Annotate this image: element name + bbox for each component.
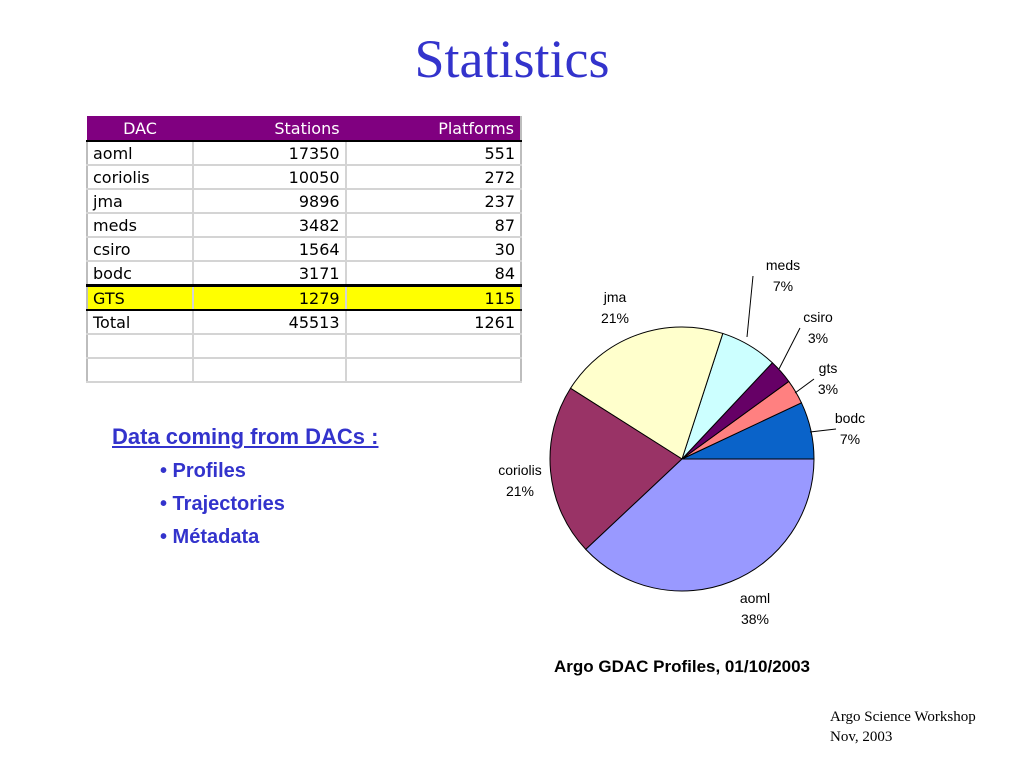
column-header-platforms: Platforms (345, 116, 521, 142)
cell-dac: aoml (86, 141, 193, 166)
slice-value-meds: 7% (773, 278, 793, 294)
list-item: • Profiles (160, 460, 246, 482)
cell-stations: 1564 (192, 237, 346, 262)
table-row-empty (86, 334, 521, 359)
table-row-highlighted: GTS 1279 115 (86, 284, 521, 311)
cell-platforms: 237 (344, 189, 521, 214)
slice-label-meds: meds (766, 257, 800, 273)
slice-value-coriolis: 21% (506, 483, 534, 499)
footer-date: Nov, 2003 (830, 729, 893, 745)
column-header-stations: Stations (193, 116, 346, 142)
cell-dac: bodc (86, 261, 193, 287)
table-row: jma 9896 237 (86, 189, 521, 214)
list-item: • Métadata (160, 526, 260, 548)
slice-value-gts: 3% (818, 381, 838, 397)
table-row: csiro 1564 30 (86, 237, 521, 262)
pie-slice-aoml (585, 458, 815, 592)
slice-value-aoml: 38% (741, 611, 769, 627)
cell-stations: 3482 (192, 213, 346, 238)
cell-dac: GTS (86, 284, 193, 311)
footer-event: Argo Science Workshop (830, 709, 976, 725)
dac-statistics-table: DAC Stations Platforms aoml 17350 551 co… (86, 116, 522, 383)
table-row-empty (86, 358, 521, 383)
cell-platforms: 551 (344, 141, 521, 166)
table-row: aoml 17350 551 (86, 141, 521, 166)
cell-stations (192, 334, 346, 359)
table-row: bodc 3171 84 (86, 261, 521, 287)
cell-dac (86, 334, 193, 359)
cell-dac: Total (86, 310, 193, 335)
slice-label-aoml: aoml (740, 590, 770, 606)
leader-line-gts (794, 378, 815, 394)
slice-label-jma: jma (603, 289, 627, 305)
cell-dac (86, 358, 193, 383)
cell-platforms (344, 358, 521, 383)
dac-data-list: Data coming from DACs : • Profiles • Tra… (112, 424, 378, 549)
pie-slice-jma (569, 326, 724, 460)
slide-footer: Argo Science Workshop Nov, 2003 (830, 707, 976, 747)
leader-line-csiro (778, 327, 801, 370)
cell-stations (192, 358, 346, 383)
table-row: coriolis 10050 272 (86, 165, 521, 190)
table-row-total: Total 45513 1261 (86, 310, 521, 335)
cell-stations: 10050 (192, 165, 346, 190)
slice-label-gts: gts (819, 360, 838, 376)
table-header-row: DAC Stations Platforms (87, 116, 521, 142)
cell-platforms: 30 (344, 237, 521, 262)
slice-label-bodc: bodc (835, 410, 865, 426)
cell-dac: csiro (86, 237, 193, 262)
leader-line-meds (746, 275, 754, 338)
cell-stations: 45513 (192, 310, 346, 335)
list-heading: Data coming from DACs : (112, 424, 379, 449)
cell-platforms: 115 (344, 284, 521, 311)
cell-platforms: 87 (344, 213, 521, 238)
cell-stations: 9896 (192, 189, 346, 214)
slice-value-jma: 21% (601, 310, 629, 326)
pie-slice-coriolis (549, 387, 683, 551)
list-item: • Trajectories (160, 493, 285, 515)
slice-value-csiro: 3% (808, 330, 828, 346)
cell-stations: 17350 (192, 141, 346, 166)
cell-stations: 1279 (192, 284, 346, 311)
slice-value-bodc: 7% (840, 431, 860, 447)
cell-platforms (344, 334, 521, 359)
leader-line-bodc (809, 428, 837, 433)
cell-platforms: 272 (344, 165, 521, 190)
slice-label-csiro: csiro (803, 309, 833, 325)
column-header-dac: DAC (87, 116, 193, 142)
cell-dac: coriolis (86, 165, 193, 190)
chart-title: Argo GDAC Profiles, 01/10/2003 (553, 657, 811, 676)
slice-label-coriolis: coriolis (498, 462, 542, 478)
table-row: meds 3482 87 (86, 213, 521, 238)
cell-dac: jma (86, 189, 193, 214)
cell-dac: meds (86, 213, 193, 238)
cell-platforms: 1261 (344, 310, 521, 335)
slide-title: Statistics (414, 29, 610, 89)
